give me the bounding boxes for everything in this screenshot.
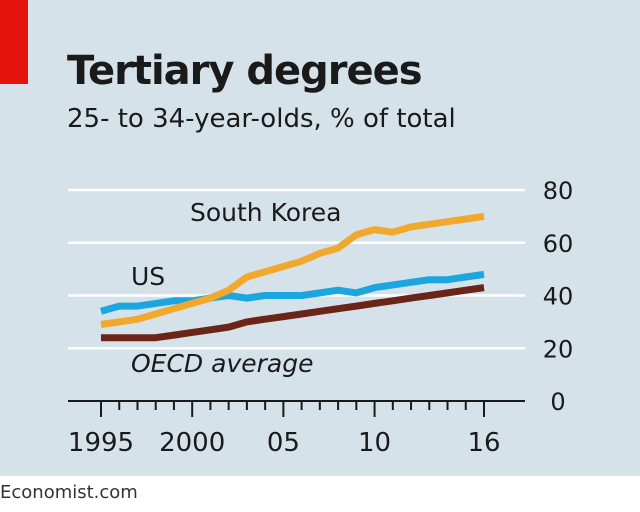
x-tick-label: 16 [467,428,500,458]
series-label-us: US [131,262,165,291]
x-tick-label: 05 [267,428,300,458]
chart-panel [0,0,640,476]
y-tick-label: 20 [543,335,574,363]
chart-subtitle: 25- to 34-year-olds, % of total [67,104,456,134]
series-label-south-korea: South Korea [190,198,341,227]
series-line-us [100,270,485,315]
y-tick-label: 40 [543,283,574,311]
source-credit: Economist.com [0,482,138,503]
series-label-oecd-average: OECD average [131,349,313,378]
x-tick-label: 10 [358,428,391,458]
brand-red-tab [0,0,28,84]
y-tick-label: 60 [543,230,574,258]
x-tick-label: 1995 [68,428,134,458]
chart-title: Tertiary degrees [67,48,423,94]
x-tick-label: 2000 [159,428,225,458]
y-tick-label: 80 [543,177,574,205]
series-line-south-korea [100,212,485,328]
y-tick-label: 0 [550,388,565,416]
series-line-oecd-average [101,284,485,342]
line-chart: 0 20 40 60 80 1995 2000 05 10 16 South Korea US OECD… [68,177,574,458]
